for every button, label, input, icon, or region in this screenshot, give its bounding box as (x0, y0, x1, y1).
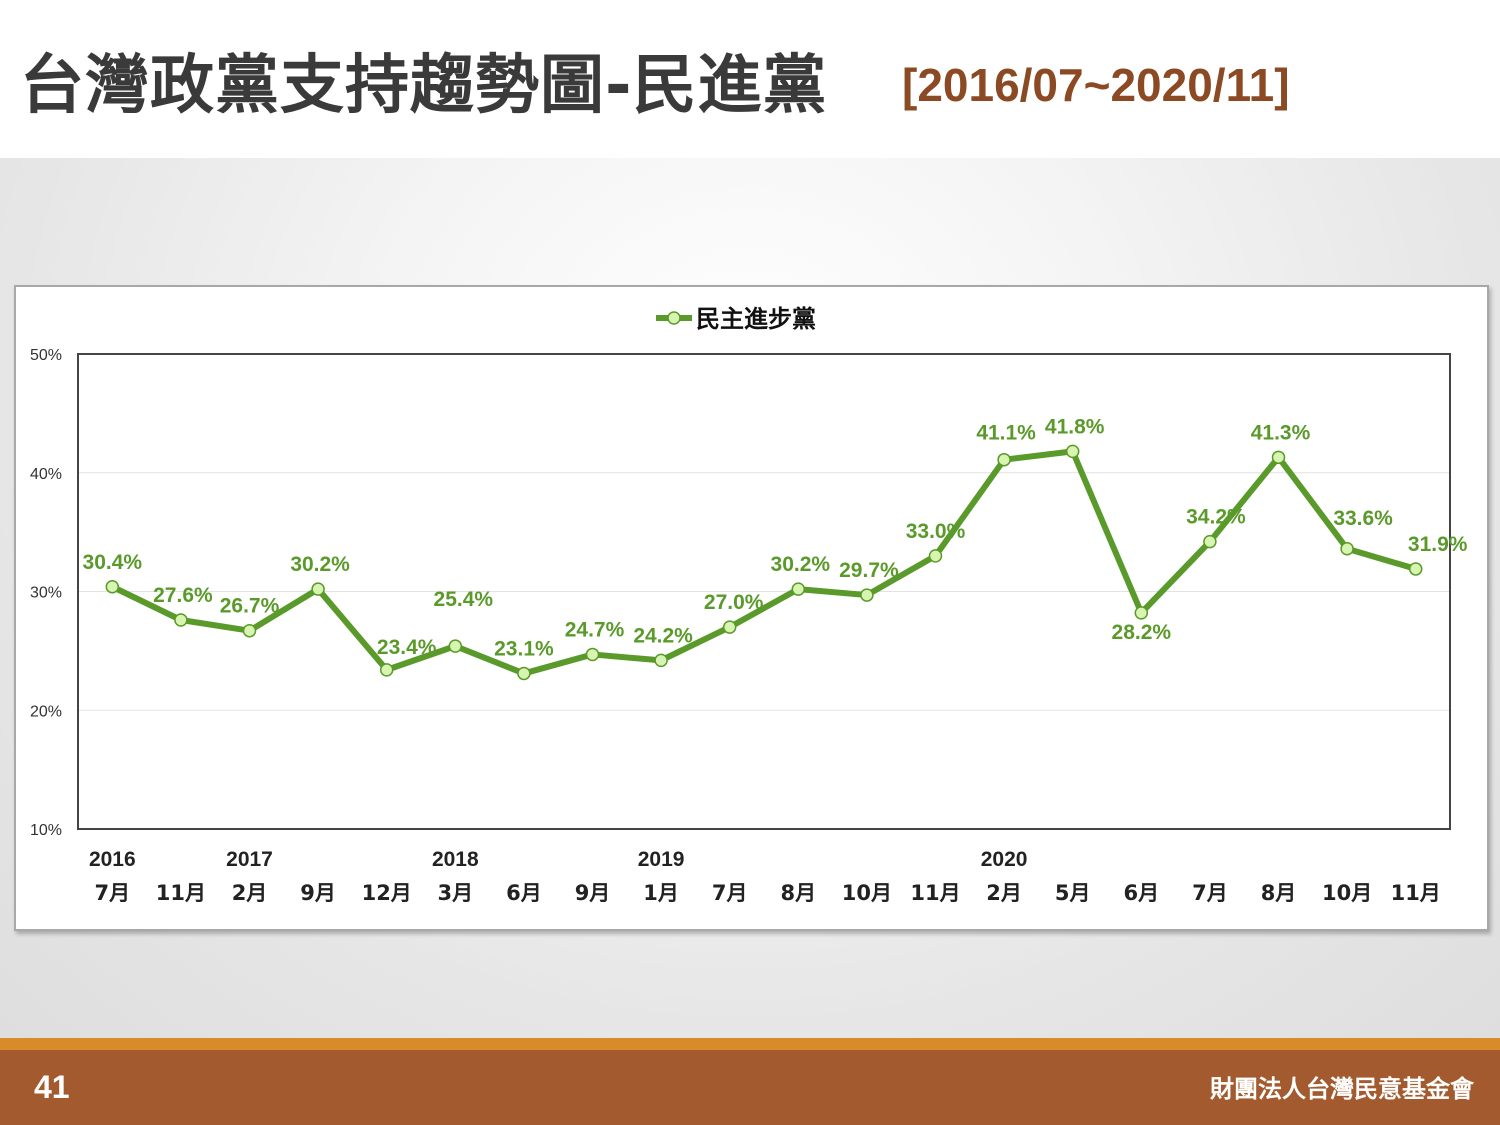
data-label: 41.3% (1251, 421, 1311, 444)
data-point (1340, 542, 1354, 556)
data-label: 41.8% (1045, 415, 1105, 438)
data-label: 24.2% (633, 624, 693, 647)
x-tick-label: 11月 (910, 881, 960, 905)
data-point (311, 582, 325, 596)
year-label: 2018 (432, 848, 479, 871)
x-tick-label: 7月 (94, 881, 130, 905)
legend-label: 民主進步黨 (696, 305, 816, 333)
footer-bar (0, 1038, 1500, 1125)
title-bar: 台灣政黨支持趨勢圖-民進黨 [2016/07~2020/11] (0, 0, 1500, 158)
series-line (109, 448, 1419, 677)
x-tick-label: 11月 (1391, 881, 1441, 905)
y-tick-label: 10% (30, 822, 62, 839)
data-point (105, 580, 120, 594)
x-tick-label: 8月 (1261, 881, 1297, 905)
x-tick-label: 7月 (1192, 881, 1228, 905)
data-label: 33.6% (1333, 507, 1393, 530)
x-tick-label: 10月 (1322, 881, 1372, 905)
data-point (722, 620, 737, 634)
data-label: 27.0% (704, 591, 764, 614)
data-label: 23.4% (377, 636, 437, 659)
data-label: 26.7% (220, 595, 280, 618)
data-label: 28.2% (1112, 621, 1172, 644)
organization-name: 財團法人台灣民意基金會 (1210, 1075, 1474, 1103)
data-label: 30.2% (771, 553, 831, 576)
data-point (517, 666, 531, 681)
x-tick-label: 11月 (156, 881, 206, 905)
data-label: 34.2% (1186, 506, 1246, 529)
data-point (448, 639, 463, 653)
y-tick-label: 30% (30, 585, 62, 602)
data-point (1134, 606, 1149, 620)
line-chart: 10% 20% 30% 40% 50% 7月 11月 2月 9月 12月 3月 6月 9月 1月 7月 8月 1… (30, 305, 1468, 905)
x-tick-label: 9月 (575, 881, 611, 905)
x-tick-label: 12月 (362, 881, 412, 905)
data-label: 33.0% (906, 520, 966, 543)
x-tick-label: 5月 (1055, 881, 1091, 905)
x-tick-label: 6月 (1123, 881, 1159, 905)
data-point (860, 588, 874, 602)
data-point (174, 613, 188, 627)
x-tick-label: 6月 (506, 881, 542, 905)
year-label: 2020 (981, 848, 1028, 871)
data-label: 24.7% (565, 618, 625, 641)
data-label: 31.9% (1408, 533, 1468, 556)
data-point (1203, 534, 1217, 549)
y-tick-label: 20% (30, 703, 62, 720)
x-tick-label: 8月 (780, 881, 816, 905)
chart-panel: 10% 20% 30% 40% 50% 7月 11月 2月 9月 12月 3月 6月 9月 1月 7月 8月 1… (14, 285, 1489, 931)
x-tick-label: 2月 (986, 881, 1022, 905)
data-label: 27.6% (153, 584, 213, 607)
year-label: 2017 (226, 848, 273, 871)
data-point (997, 452, 1011, 467)
data-label: 41.1% (976, 422, 1036, 445)
data-point (654, 653, 668, 668)
data-label: 30.4% (83, 551, 143, 574)
x-tick-label: 1月 (643, 881, 679, 905)
x-tick-label: 2月 (232, 881, 268, 905)
slide-subtitle: [2016/07~2020/11] (902, 59, 1290, 111)
x-tick-label: 9月 (300, 881, 336, 905)
page-number: 41 (34, 1069, 70, 1105)
x-tick-label: 3月 (437, 881, 473, 905)
data-point (242, 623, 257, 638)
x-tick-label: 10月 (842, 881, 892, 905)
data-point (379, 663, 394, 677)
year-label: 2019 (638, 848, 685, 871)
data-point (928, 549, 943, 563)
data-point (791, 582, 806, 596)
x-tick-label: 7月 (712, 881, 748, 905)
data-point (1408, 562, 1423, 576)
data-point (1065, 444, 1080, 459)
data-point (1271, 450, 1286, 465)
data-label: 30.2% (290, 553, 350, 576)
plot-frame (77, 353, 1451, 830)
year-label: 2016 (89, 848, 136, 871)
y-tick-label: 50% (30, 347, 62, 364)
data-point (585, 647, 600, 662)
y-tick-label: 40% (30, 466, 62, 483)
data-label: 29.7% (839, 559, 899, 582)
slide-title: 台灣政黨支持趨勢圖-民進黨 (20, 49, 828, 123)
legend-swatch-marker (667, 311, 681, 325)
data-label: 25.4% (434, 588, 494, 611)
data-label: 23.1% (494, 637, 554, 660)
